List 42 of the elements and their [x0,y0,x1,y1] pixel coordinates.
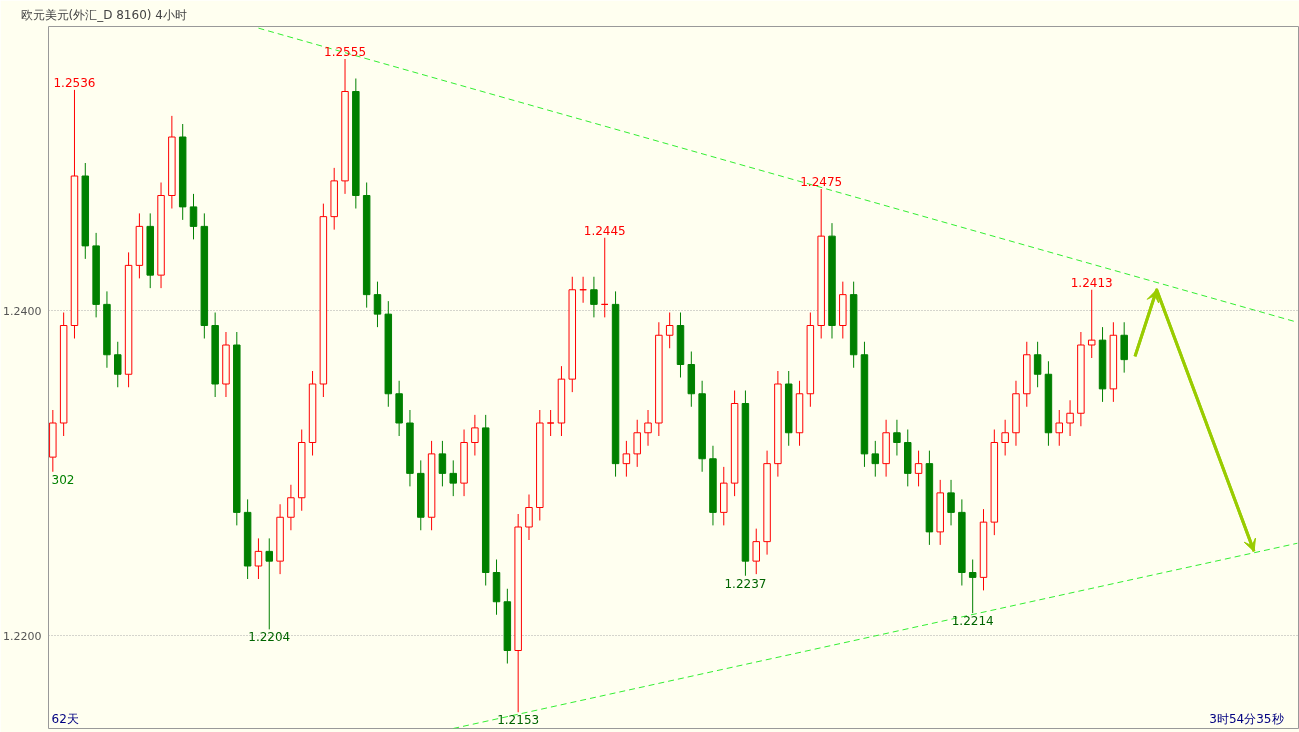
candlestick [373,281,382,328]
candlestick [947,479,955,526]
candlestick [1001,419,1009,456]
annotation: 1.2475 [800,175,843,189]
annotation: 62天 [51,711,79,726]
candlestick [287,484,295,531]
candlestick [1055,409,1063,447]
annotation: 1.2204 [248,630,291,645]
y-tick-label: 1.2400 [3,304,42,318]
candlestick [525,494,533,541]
candlestick [114,341,122,388]
candlestick [1066,399,1074,437]
candlestick [449,459,457,497]
candlestick [644,409,652,447]
candlestick [546,409,555,437]
candlestick [438,440,447,487]
candlestick [914,450,923,487]
candlestick [471,414,479,456]
annotation: 1.2445 [583,223,626,238]
chart-title: 欧元美元(外汇_D 8160) 4小时 [20,7,187,22]
annotation: 1.2153 [497,713,540,728]
annotation: 302 [51,472,75,487]
candlestick [633,419,641,468]
candlestick [590,276,598,318]
candlestick [254,537,263,580]
candlestick [189,193,198,240]
candlestick [265,537,274,630]
annotation: 1.2237 [724,576,767,591]
candlestick [968,559,977,614]
annotation: 1.2214 [951,614,994,629]
candlestick [665,312,674,349]
annotation: 1.2413 [1070,275,1113,290]
candlestick [871,440,880,478]
annotation: 1.2536 [53,75,96,90]
candlestick [893,419,901,456]
y-tick-label: 1.2200 [3,629,42,643]
candlestick [1087,289,1096,359]
candlestick [1033,341,1042,388]
candlestick [622,440,631,478]
annotation: 1.2555 [324,45,367,59]
annotation: 3时54分35秒 [1209,711,1284,726]
candlestick [752,528,760,575]
